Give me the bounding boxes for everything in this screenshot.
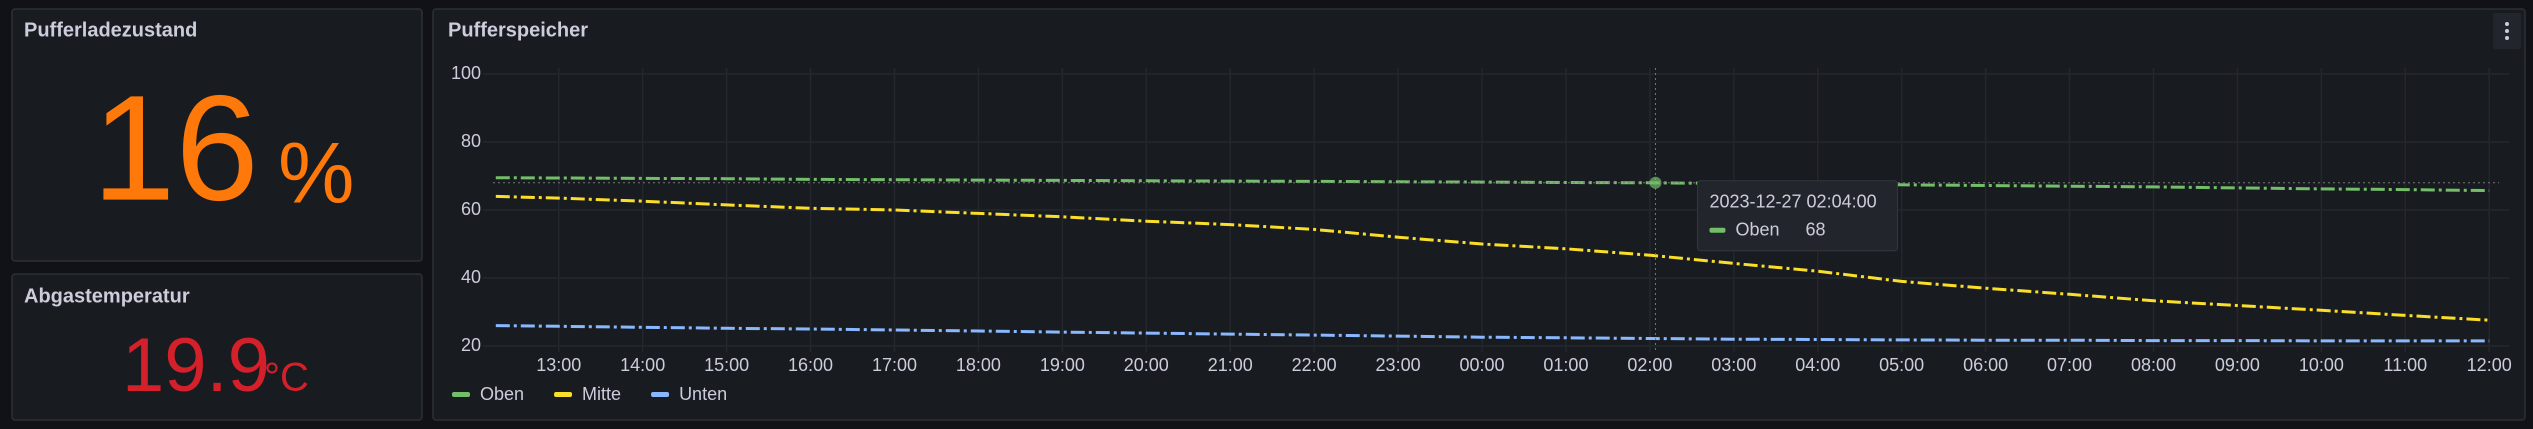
- x-tick-label: 02:00: [1627, 355, 1672, 375]
- legend-label: Mitte: [582, 384, 621, 404]
- x-tick-label: 08:00: [2131, 355, 2176, 375]
- x-tick-label: 20:00: [1124, 355, 1169, 375]
- x-tick-label: 15:00: [704, 355, 749, 375]
- x-tick-label: 05:00: [1879, 355, 1924, 375]
- tooltip-time: 2023-12-27 02:04:00: [1709, 192, 1876, 212]
- tooltip: 2023-12-27 02:04:00 Oben 68: [1696, 180, 1898, 252]
- menu-dot: [2505, 22, 2509, 26]
- x-tick-label: 10:00: [2299, 355, 2344, 375]
- x-tick-label: 18:00: [956, 355, 1001, 375]
- panel-title: Abgastemperatur: [24, 285, 190, 307]
- stat-unit: %: [278, 126, 354, 222]
- tooltip-swatch: [1709, 227, 1726, 233]
- panel-menu[interactable]: [2493, 13, 2521, 49]
- x-tick-label: 01:00: [1543, 355, 1588, 375]
- stat-unit: °C: [264, 356, 309, 400]
- x-tick-label: 19:00: [1040, 355, 1085, 375]
- series-line: [495, 176, 2490, 193]
- stat-value: 19.9: [122, 323, 270, 408]
- menu-dot: [2505, 29, 2509, 33]
- x-tick-label: 09:00: [2215, 355, 2260, 375]
- legend-swatch: [452, 392, 470, 397]
- legend-swatch: [651, 392, 670, 397]
- panel-title: Pufferladezustand: [24, 19, 197, 41]
- x-tick-label: 07:00: [2047, 355, 2092, 375]
- series-line: [495, 194, 2490, 322]
- legend-label: Unten: [679, 384, 727, 404]
- y-tick-label: 40: [461, 267, 481, 287]
- x-tick-label: 16:00: [788, 355, 833, 375]
- y-tick-label: 100: [451, 63, 481, 83]
- x-tick-label: 22:00: [1292, 355, 1337, 375]
- series-line: [495, 324, 2490, 343]
- x-tick-label: 00:00: [1459, 355, 1504, 375]
- x-tick-label: 04:00: [1795, 355, 1840, 375]
- legend-label: Oben: [480, 384, 524, 404]
- hover-point: [1649, 176, 1662, 189]
- y-tick-label: 60: [461, 199, 481, 219]
- timeseries-panel: [432, 8, 2526, 421]
- stat-panel: [11, 8, 423, 262]
- tooltip-series: Oben: [1735, 220, 1779, 240]
- legend-swatch: [554, 392, 573, 397]
- y-tick-label: 20: [461, 335, 481, 355]
- tooltip-box: [1696, 180, 1898, 252]
- x-tick-label: 23:00: [1376, 355, 1421, 375]
- x-tick-label: 17:00: [872, 355, 917, 375]
- stat-value: 16: [92, 64, 259, 232]
- x-tick-label: 12:00: [2467, 355, 2512, 375]
- x-tick-label: 06:00: [1963, 355, 2008, 375]
- x-tick-label: 13:00: [536, 355, 581, 375]
- tooltip-value: 68: [1805, 220, 1825, 240]
- stat-panel: [11, 273, 423, 421]
- x-tick-label: 11:00: [2383, 355, 2427, 375]
- x-tick-label: 03:00: [1711, 355, 1756, 375]
- y-tick-label: 80: [461, 131, 481, 151]
- x-tick-label: 14:00: [620, 355, 665, 375]
- x-tick-label: 21:00: [1208, 355, 1253, 375]
- menu-dot: [2505, 36, 2509, 40]
- panel-title: Pufferspeicher: [448, 19, 588, 41]
